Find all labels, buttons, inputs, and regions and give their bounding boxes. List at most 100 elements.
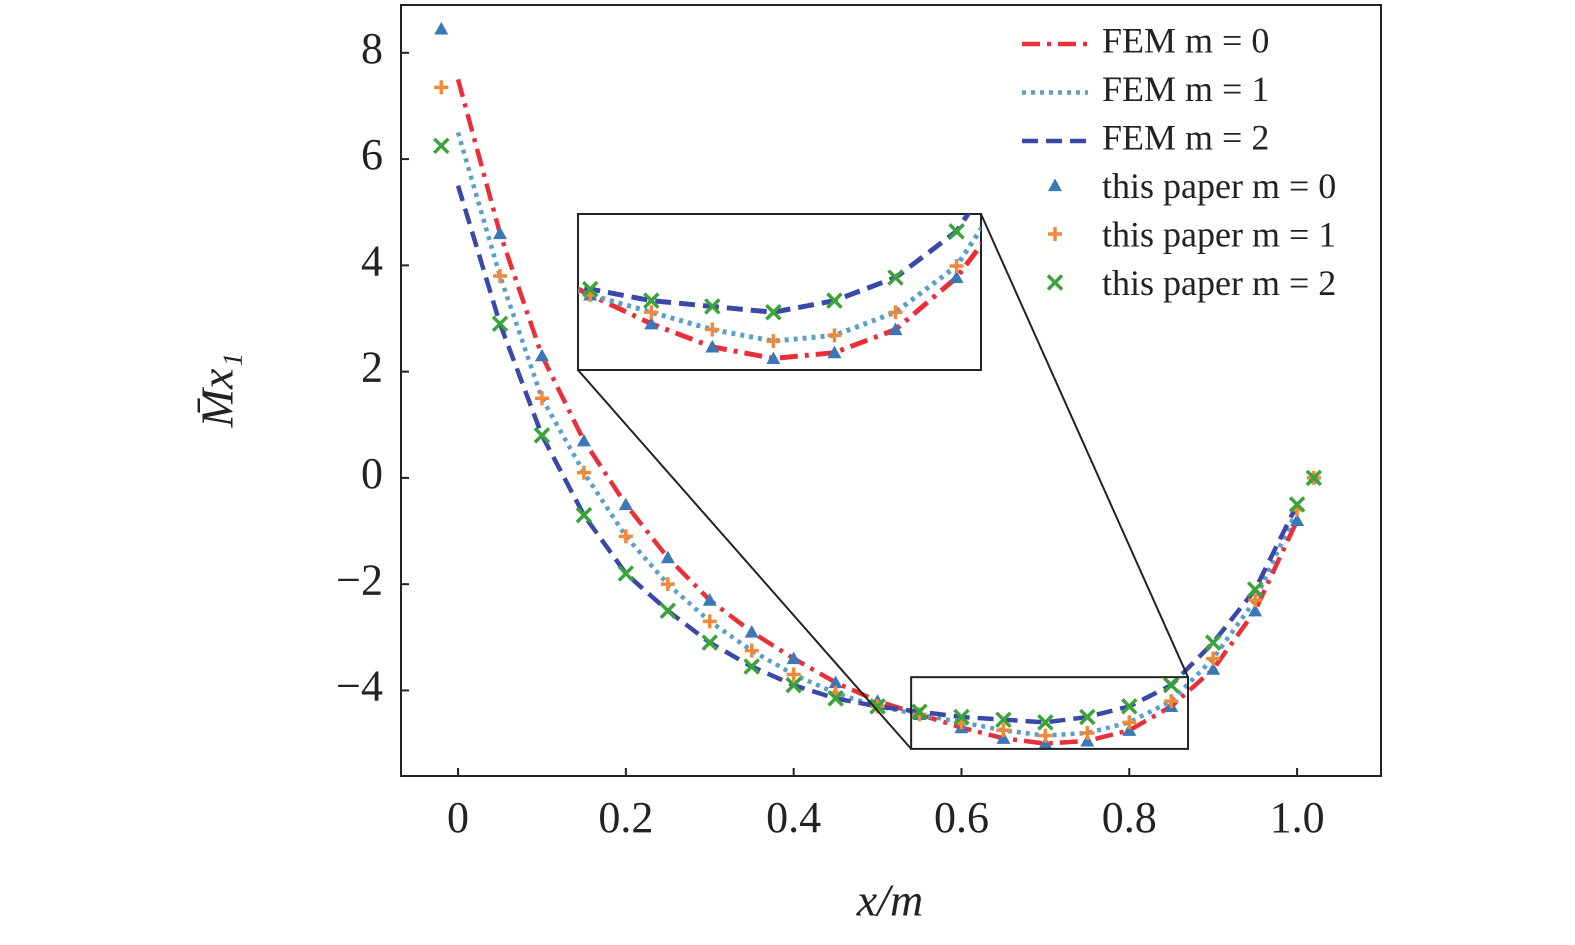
marker [1048,178,1062,192]
x-tick-label: 0.8 [1102,793,1157,842]
marker [827,690,844,707]
marker [1072,16,1086,30]
plot-area [433,21,1323,750]
marker [1305,469,1323,487]
connector [577,369,912,750]
marker [1080,733,1095,747]
marker [1046,274,1064,291]
marker [995,711,1012,728]
marker [522,259,536,272]
marker [744,643,759,658]
inset [217,5,1086,371]
connector [980,213,1189,678]
marker [1072,39,1086,53]
x-tick-label: 0.6 [934,793,989,842]
marker [1037,714,1054,731]
x-tick-label: 0 [447,793,469,842]
marker [1163,676,1180,694]
marker [1290,513,1305,527]
marker [461,253,475,267]
y-tick-label: −4 [336,662,383,711]
y-tick-label: 8 [361,24,383,73]
marker [522,271,536,285]
marker [278,39,292,52]
marker [1121,698,1138,715]
zoom-rect [910,676,1190,750]
marker [1011,190,1025,203]
marker [618,497,633,511]
x-tick-label: 1.0 [1270,793,1325,842]
marker [618,529,633,544]
marker [705,322,720,337]
marker [534,391,549,406]
axes: 0 0.2 0.4 0.6 0.8 1.0 −4 −2 0 2 4 6 8 [336,24,1324,842]
marker [1248,593,1263,608]
marker [1072,63,1086,76]
marker [434,21,449,35]
marker [785,676,802,694]
marker [493,226,508,240]
legend-label: FEM m = 2 [1102,117,1269,157]
marker [659,602,677,619]
marker [888,322,903,336]
marker [949,270,964,284]
marker [869,698,886,715]
y-tick-label: 2 [361,343,383,392]
marker [766,351,781,365]
marker [339,149,353,163]
marker [339,184,353,198]
marker [744,625,759,638]
marker [826,292,843,309]
marker [1206,651,1221,666]
marker [705,339,720,353]
marker [1122,723,1137,736]
marker [1038,736,1053,750]
marker [217,5,231,19]
marker [702,593,717,606]
plot-frame [400,4,1382,777]
marker [702,614,717,629]
y-tick-label: 6 [361,130,383,179]
marker [522,271,536,285]
marker [949,259,964,273]
marker [996,723,1011,738]
marker [786,667,801,682]
marker [617,565,635,582]
marker [1011,167,1025,181]
marker [534,348,549,362]
marker [1122,715,1137,730]
inset-plot [217,5,1086,365]
marker [1204,634,1222,651]
legend-label: this paper m = 2 [1102,263,1336,303]
y-tick-label: 0 [361,449,383,498]
marker [644,305,659,320]
y-tick-label: −2 [336,555,383,604]
legend-label: FEM m = 1 [1102,69,1269,109]
fem-line [578,214,972,315]
marker [400,167,414,180]
marker [828,675,843,689]
x-tick-label: 0.2 [598,793,653,842]
marker [575,506,593,524]
marker [434,80,449,95]
marker [996,731,1011,744]
marker [400,224,414,238]
marker [400,201,414,215]
marker [786,651,801,665]
marker [660,550,675,564]
marker [461,242,475,256]
legend: FEM m = 0 FEM m = 1 FEM m = 2 this paper m … [1022,20,1336,303]
marker [1080,725,1095,740]
zoom-box [577,213,1190,750]
marker [911,703,928,720]
marker [278,132,292,146]
y-axis-label: M̄x₁ [192,353,243,429]
marker [491,315,509,333]
marker [1248,603,1263,617]
marker [887,269,904,286]
x-tick-label: 0.4 [766,793,821,842]
marker [576,465,591,480]
marker [888,305,903,320]
legend-label: this paper m = 1 [1102,214,1336,254]
